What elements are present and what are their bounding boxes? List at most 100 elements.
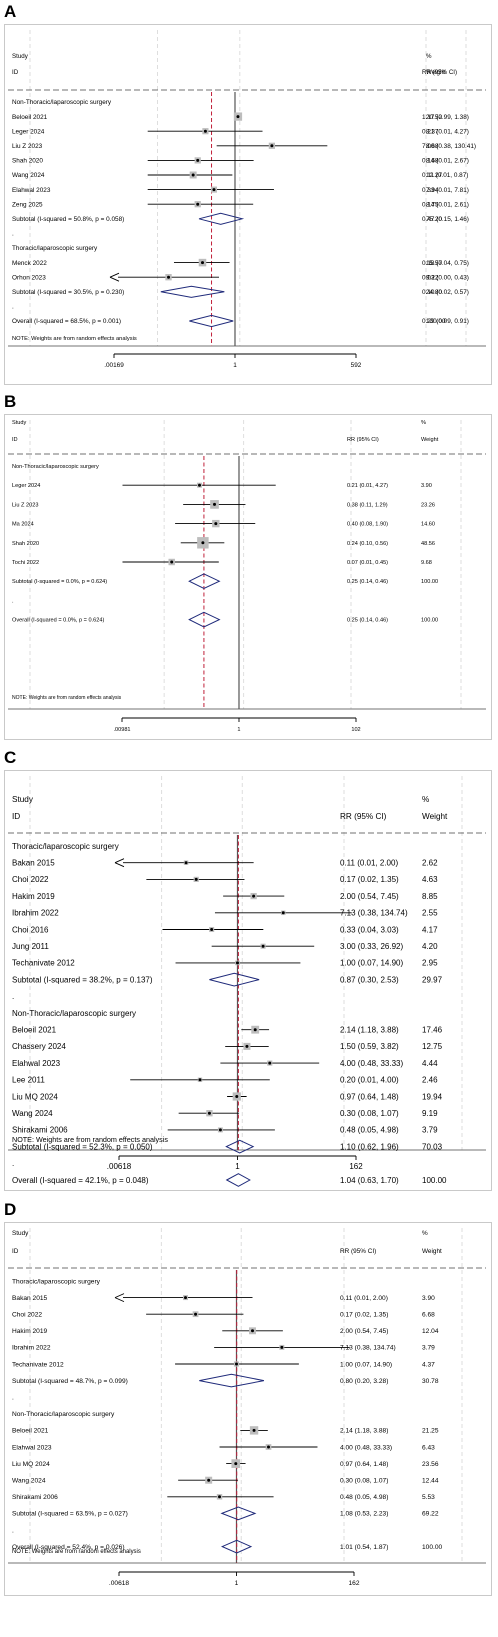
study-row-weight-text: 3.90: [422, 1295, 435, 1302]
study-row-label: Orhon 2023: [12, 274, 46, 281]
study-row-rr-text: 0.20 (0.01, 4.00): [340, 1076, 399, 1085]
study-row-rr-text: 7.00 (0.38, 130.41): [422, 143, 476, 150]
study-row-label: Liu MQ 2024: [12, 1092, 58, 1101]
x-tick-label: .00618: [109, 1580, 130, 1587]
study-row-label: Shirakami 2006: [12, 1126, 68, 1135]
ci-arrow-left-icon: [109, 272, 120, 282]
x-tick-label: 102: [351, 727, 360, 733]
study-row-rr-text: 0.14 (0.01, 2.67): [422, 158, 469, 165]
overall-rr-text: 0.29 (0.09, 0.91): [422, 318, 469, 325]
study-row-weight-text: 6.43: [422, 1444, 435, 1451]
point-estimate: [198, 1078, 202, 1082]
study-row-label: Choi 2022: [12, 875, 49, 884]
point-estimate: [218, 1495, 222, 1499]
point-estimate: [184, 1296, 188, 1300]
study-row-weight-text: 21.25: [422, 1428, 439, 1435]
study-row-label: Leger 2024: [12, 483, 40, 489]
study-row-weight-text: 5.53: [422, 1494, 435, 1501]
study-row-label: Jung 2011: [12, 942, 49, 951]
header-percent: %: [422, 795, 429, 804]
study-row-label: Shah 2020: [12, 158, 43, 165]
study-row-label: Chassery 2024: [12, 1042, 66, 1051]
dot-label: .: [12, 1527, 14, 1534]
study-row-rr-text: 1.17 (0.99, 1.38): [422, 114, 469, 121]
header-weight: Weight: [426, 69, 445, 76]
point-estimate: [250, 1329, 254, 1333]
overall-label: Overall (I-squared = 0.0%, p = 0.624): [12, 618, 104, 624]
dot-label: .: [12, 598, 14, 604]
overall-label: Overall (I-squared = 52.4%, p = 0.026): [12, 1544, 125, 1551]
x-tick-label: 1: [237, 727, 240, 733]
point-estimate: [234, 1462, 238, 1466]
point-estimate: [207, 1111, 211, 1115]
study-row-weight-text: 4.44: [422, 1059, 438, 1068]
point-estimate: [198, 483, 202, 487]
study-row-weight-text: 6.68: [422, 1312, 435, 1319]
point-estimate: [236, 115, 240, 119]
study-row-rr-text: 1.50 (0.59, 3.82): [340, 1042, 399, 1051]
overall-rr-text: 1.01 (0.54, 1.87): [340, 1544, 388, 1551]
header-weight: Weight: [421, 437, 439, 443]
study-row-label: Wang 2024: [12, 1478, 46, 1485]
study-row-rr-text: 2.14 (1.18, 3.88): [340, 1026, 399, 1035]
study-row-weight-text: 8.68: [426, 158, 439, 165]
group-label: Non-Thoracic/laparoscopic surgery: [12, 1009, 136, 1018]
dot-label: .: [12, 304, 14, 311]
group-label: Non-Thoracic/laparoscopic surgery: [12, 99, 112, 106]
point-estimate: [201, 541, 205, 545]
point-estimate: [280, 1345, 284, 1349]
study-row-rr-text: 0.33 (0.04, 3.03): [340, 925, 399, 934]
overall-rr-text: 0.25 (0.14, 0.46): [347, 618, 388, 624]
header-weight: Weight: [422, 812, 448, 821]
study-row-rr-text: 0.97 (0.64, 1.48): [340, 1461, 388, 1468]
study-row-weight-text: 12.27: [426, 172, 442, 179]
study-row-weight-text: 2.46: [422, 1076, 438, 1085]
study-row-weight-text: 19.94: [422, 1092, 443, 1101]
forest-plot-b: Study ID RR (95% CI)% Weight Non-Thoracic/la…: [8, 420, 486, 733]
x-tick-label: .00169: [104, 362, 124, 369]
study-row-weight-text: 12.44: [422, 1478, 439, 1485]
study-row-label: Bakan 2015: [12, 1295, 48, 1302]
point-estimate: [235, 961, 239, 965]
study-row-weight-text: 23.26: [421, 502, 435, 508]
subtotal-diamond: [198, 212, 245, 225]
subtotal-weight-text: 70.03: [422, 1142, 443, 1151]
header-id: ID: [12, 437, 18, 443]
point-estimate: [196, 158, 200, 162]
study-row-label: Ibrahim 2022: [12, 909, 59, 918]
overall-label: Overall (I-squared = 42.1%, p = 0.048): [12, 1176, 149, 1185]
study-row-rr-text: 0.30 (0.08, 1.07): [340, 1109, 399, 1118]
study-row-rr-text: 0.40 (0.08, 1.90): [347, 522, 388, 528]
point-estimate: [235, 1095, 239, 1098]
x-tick-label: 1: [235, 1580, 239, 1587]
point-estimate: [218, 1128, 222, 1132]
panel-letter-a: A: [4, 2, 17, 21]
study-row-label: Liu MQ 2024: [12, 1461, 50, 1468]
x-tick-label: 1: [235, 1162, 240, 1171]
header-study: Study: [12, 1230, 29, 1237]
study-row-rr-text: 4.00 (0.48, 33.33): [340, 1059, 403, 1068]
study-row-label: Choi 2016: [12, 925, 49, 934]
study-row-weight-text: 14.60: [421, 522, 435, 528]
study-row-label: Ma 2024: [12, 522, 34, 528]
study-row-rr-text: 0.11 (0.01, 2.00): [340, 859, 398, 868]
study-row-label: Beloeil 2021: [12, 1428, 49, 1435]
study-row-label: Choi 2022: [12, 1312, 42, 1319]
panel-letter-d: D: [4, 1200, 17, 1219]
study-row-rr-text: 7.13 (0.38, 134.74): [340, 909, 408, 918]
point-estimate: [210, 928, 214, 931]
point-estimate: [191, 173, 195, 177]
study-row-weight-text: 17.46: [422, 1026, 443, 1035]
panel-letter-b: B: [4, 392, 17, 411]
group-label: Non-Thoracic/laparoscopic surgery: [12, 1411, 115, 1418]
point-estimate: [200, 261, 204, 265]
study-row-weight-text: 48.56: [421, 541, 435, 547]
point-estimate: [196, 202, 200, 206]
study-row-rr-text: 2.00 (0.54, 7.45): [340, 892, 399, 901]
study-row-label: Hakim 2019: [12, 1328, 48, 1335]
study-row-label: Elahwal 2023: [12, 1059, 61, 1068]
subtotal-weight-text: 75.20: [426, 216, 442, 223]
footnote: NOTE: Weights are from random effects an…: [12, 1549, 141, 1555]
study-row-rr-text: 4.00 (0.48, 33.33): [340, 1444, 392, 1451]
forest-plot-c: Study ID RR (95% CI)% Weight Thoracic/laparo…: [8, 776, 486, 1187]
